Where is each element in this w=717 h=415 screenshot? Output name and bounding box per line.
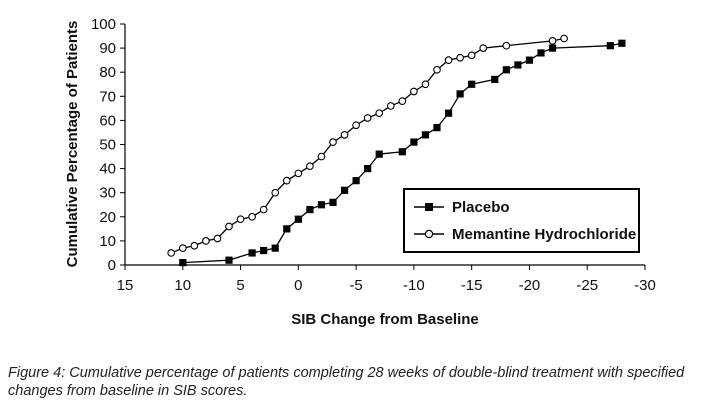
data-point-placebo [283, 225, 291, 233]
data-point-memantine-hydrochloride [363, 114, 372, 122]
data-point-placebo [421, 131, 430, 139]
series-placebo [179, 39, 626, 267]
cumulative-percentage-chart: 15 10 5 0 -5 -10 -15 -20 -25 -30 0102030405060708… [64, 16, 656, 328]
x-tick-label: 15 [117, 277, 134, 294]
data-point-placebo [306, 205, 314, 214]
data-point-memantine-hydrochloride [398, 97, 407, 105]
data-point-memantine-hydrochloride [467, 51, 476, 60]
data-point-memantine-hydrochloride [375, 109, 384, 118]
data-point-placebo [456, 90, 464, 98]
data-point-memantine-hydrochloride [294, 169, 303, 178]
data-point-memantine-hydrochloride [340, 131, 349, 139]
legend-memantine-marker [424, 229, 434, 239]
x-tick-label: 10 [174, 277, 191, 294]
y-tick-label: 50 [99, 137, 116, 154]
figure-caption: Figure 4: Cumulative percentage of patie… [8, 365, 685, 399]
x-tick-label: 0 [294, 277, 302, 294]
data-point-memantine-hydrochloride [502, 41, 511, 50]
data-point-placebo [317, 201, 326, 209]
data-point-placebo [606, 42, 614, 50]
x-axis-title: SIB Change from Baseline [291, 311, 479, 328]
data-point-memantine-hydrochloride [479, 44, 488, 52]
data-point-memantine-hydrochloride [271, 188, 280, 197]
data-point-memantine-hydrochloride [213, 234, 222, 243]
legend-placebo-marker [425, 203, 433, 211]
legend-placebo-label: Placebo [452, 199, 510, 216]
x-tick-label: -15 [461, 277, 483, 294]
legend: Placebo Memantine Hydrochloride [403, 188, 640, 253]
legend-memantine-label: Memantine Hydrochloride [452, 226, 636, 243]
data-point-placebo [329, 198, 337, 206]
data-point-placebo [410, 138, 418, 146]
data-point-placebo [294, 215, 302, 223]
x-tick-label: -10 [403, 277, 425, 294]
y-tick-label: 30 [99, 185, 116, 202]
x-tick-label: -30 [634, 277, 656, 294]
data-point-placebo [444, 109, 453, 117]
data-point-placebo [352, 177, 360, 185]
data-point-placebo [375, 150, 383, 158]
y-tick-label: 20 [99, 209, 116, 226]
y-tick-label: 60 [99, 112, 116, 129]
y-tick-label: 100 [91, 16, 116, 33]
x-tick-label: -20 [519, 277, 541, 294]
data-point-memantine-hydrochloride [433, 65, 441, 74]
data-point-placebo [491, 75, 499, 84]
data-point-memantine-hydrochloride [306, 162, 314, 171]
data-point-memantine-hydrochloride [386, 102, 395, 110]
data-point-memantine-hydrochloride [202, 237, 210, 245]
data-point-memantine-hydrochloride [456, 53, 464, 62]
data-point-memantine-hydrochloride [421, 80, 430, 89]
data-point-memantine-hydrochloride [248, 212, 256, 221]
data-point-placebo [225, 256, 233, 264]
data-point-memantine-hydrochloride [317, 152, 326, 161]
y-tick-label: 70 [99, 88, 116, 105]
data-point-placebo [548, 44, 557, 52]
series-memantine-hydrochloride [167, 34, 568, 257]
x-tick-label: -5 [349, 277, 362, 294]
data-point-memantine-hydrochloride [352, 121, 360, 130]
x-tick-label: -25 [576, 277, 598, 294]
data-point-placebo [537, 49, 545, 57]
data-point-memantine-hydrochloride [178, 244, 187, 252]
data-point-placebo [179, 258, 187, 267]
data-point-memantine-hydrochloride [548, 37, 557, 45]
data-point-memantine-hydrochloride [259, 205, 268, 214]
data-point-placebo [248, 249, 256, 257]
legend-box [403, 188, 640, 253]
data-point-memantine-hydrochloride [190, 241, 199, 250]
y-axis: 0 10 20 30 40 50 60 70 80 90 100 [91, 16, 126, 274]
data-point-memantine-hydrochloride [225, 222, 233, 231]
data-point-placebo [260, 246, 268, 255]
data-point-memantine-hydrochloride [236, 215, 245, 224]
y-tick-label: 80 [99, 64, 116, 81]
data-point-placebo [398, 148, 406, 156]
data-point-memantine-hydrochloride [444, 56, 453, 65]
data-point-placebo [514, 61, 522, 69]
data-point-placebo [364, 165, 372, 173]
data-point-placebo [618, 39, 626, 47]
data-point-memantine-hydrochloride [410, 87, 418, 96]
data-point-placebo [525, 56, 534, 64]
data-point-placebo [433, 124, 441, 132]
data-point-memantine-hydrochloride [282, 176, 291, 185]
data-point-memantine-hydrochloride [329, 138, 337, 146]
x-tick-label: 5 [236, 277, 244, 294]
series-layer [167, 34, 626, 267]
data-point-memantine-hydrochloride [560, 34, 568, 43]
data-point-placebo [340, 186, 349, 194]
x-axis: 15 10 5 0 -5 -10 -15 -20 -25 -30 [117, 264, 656, 294]
y-tick-label: 40 [99, 161, 116, 178]
y-tick-label: 0 [108, 257, 116, 274]
y-axis-title: Cumulative Percentage of Patients [64, 21, 81, 268]
data-point-placebo [502, 66, 510, 74]
data-point-memantine-hydrochloride [167, 249, 176, 257]
data-point-placebo [271, 244, 279, 252]
y-tick-label: 90 [99, 40, 116, 57]
y-tick-label: 10 [99, 233, 116, 250]
data-point-placebo [468, 80, 476, 88]
